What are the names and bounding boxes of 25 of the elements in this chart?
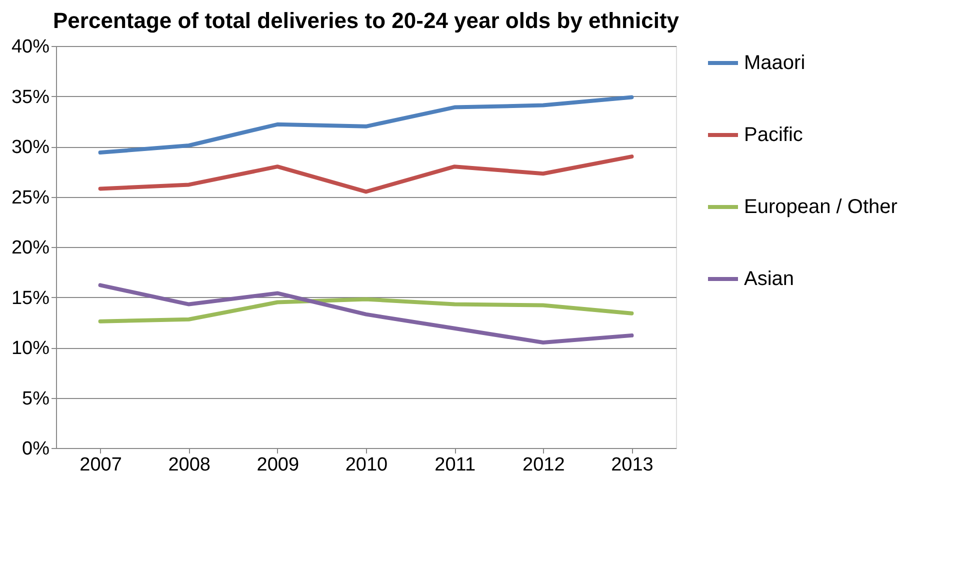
y-tick-label: 30% [11, 137, 50, 158]
legend-label: Maaori [744, 52, 806, 74]
x-tick-label: 2012 [522, 454, 565, 476]
x-tick-label: 2007 [80, 454, 122, 476]
y-tick-label: 40% [11, 36, 50, 58]
y-tick-label: 25% [11, 187, 50, 208]
y-tick-label: 15% [11, 288, 50, 309]
x-tick-label: 2009 [256, 454, 300, 476]
legend-label: Asian [744, 268, 794, 290]
y-tick-label: 5% [22, 388, 50, 410]
chart-title: Percentage of total deliveries to 20-24 year olds by ethnicity [52, 8, 680, 33]
y-tick-label: 0% [22, 438, 50, 460]
line-series [98, 95, 634, 155]
y-tick-label: 20% [11, 238, 50, 258]
legend-label: Pacific [744, 124, 803, 146]
x-tick-label: 2011 [434, 454, 476, 476]
y-tick-label: 10% [11, 338, 50, 359]
x-tick-label: 2013 [611, 454, 654, 476]
line-series [98, 283, 634, 344]
legend-label: European / Other [744, 196, 898, 218]
x-tick-label: 2008 [168, 454, 210, 476]
line-series [98, 297, 634, 324]
y-tick-label: 35% [11, 86, 50, 108]
line-series [98, 154, 634, 194]
x-tick-label: 2010 [345, 454, 388, 476]
